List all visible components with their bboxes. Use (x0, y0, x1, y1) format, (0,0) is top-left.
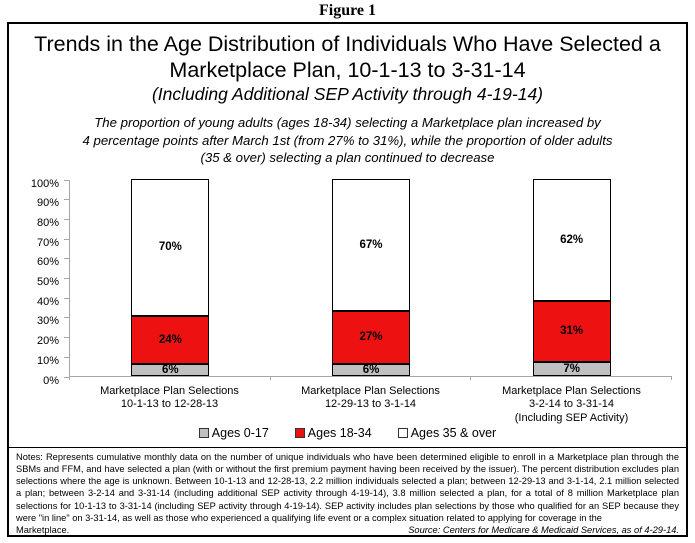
y-tick-mark (64, 297, 69, 299)
bar: 67% 27% 6% (332, 178, 410, 376)
bar-segment: 7% (532, 361, 611, 376)
bar-segment: 67% (332, 178, 410, 311)
y-tick-mark (64, 278, 69, 279)
bar-value-label: 24% (158, 334, 182, 347)
bar-segment: 31% (532, 300, 611, 362)
y-axis: 100% 90% 80% 70% 60% 50% 40% 30% 20% 10% 0% (9, 177, 59, 387)
x-tick-mark (269, 375, 271, 380)
chart-container: Trends in the Age Distribution of Indivi… (7, 22, 688, 537)
category-label-line: 10-1-13 to 12-28-13 (120, 398, 219, 410)
bar-segment: 62% (532, 178, 611, 301)
x-tick-mark (69, 375, 70, 380)
bar-segment: 6% (332, 364, 410, 376)
y-tick-mark (64, 179, 69, 181)
notes-text: Notes: Represents cumulative monthly dat… (16, 451, 679, 523)
chart-title: Trends in the Age Distribution of Indivi… (9, 24, 686, 106)
legend-label: Ages 0-17 (211, 425, 269, 440)
legend: Ages 0-17 Ages 18-34 Ages 35 & over (9, 424, 686, 442)
bar-value-label: 67% (359, 238, 383, 251)
legend-item: Ages 35 & over (397, 425, 497, 440)
y-tick-label: 90% (36, 197, 59, 210)
chart-description-line1: The proportion of young adults (ages 18-… (94, 115, 601, 130)
legend-swatch (397, 427, 408, 438)
chart-description-line2: 4 percentage points after March 1st (fro… (82, 132, 613, 148)
notes-divider (9, 446, 686, 448)
category-label-line: 3-2-14 to 3-31-14 (529, 398, 614, 410)
legend-label: Ages 35 & over (410, 425, 497, 440)
plot-area: 70% 24% 6% 67% 27% 6% 62% 31% 7% (64, 178, 672, 380)
y-tick-label: 80% (36, 216, 59, 229)
y-tick-label: 20% (36, 335, 59, 348)
bar-segment: 24% (131, 316, 210, 364)
legend-swatch (198, 427, 209, 438)
source-text: Source: Centers for Medicare & Medicaid … (408, 525, 679, 536)
category-label: Marketplace Plan Selections 12-29-13 to 3… (256, 385, 486, 412)
y-tick-label: 30% (36, 315, 59, 328)
bar: 62% 31% 7% (532, 178, 611, 376)
bar: 70% 24% 6% (131, 178, 210, 376)
stacked-bar-chart: 100% 90% 80% 70% 60% 50% 40% 30% 20% 10% 0% 70% 24%… (9, 176, 686, 424)
bar-value-label: 62% (560, 233, 584, 246)
x-axis-labels: Marketplace Plan Selections 10-1-13 to 12… (69, 385, 672, 424)
bar-value-label: 70% (158, 241, 182, 254)
y-tick-label: 0% (43, 374, 59, 387)
category-label-line: Marketplace Plan Selections (301, 384, 440, 397)
category-label-line: Marketplace Plan Selections (100, 384, 239, 397)
y-tick-mark (64, 376, 69, 378)
legend-item: Ages 0-17 (198, 425, 269, 440)
y-tick-label: 70% (36, 236, 59, 249)
bar-value-label: 6% (362, 363, 380, 376)
x-tick-mark (470, 375, 472, 380)
figure-label: Figure 1 (318, 2, 377, 19)
y-tick-label: 40% (36, 295, 59, 308)
notes-last-line: Marketplace. Source: Centers for Medicar… (9, 524, 686, 536)
bar-value-label: 27% (359, 331, 383, 344)
y-tick-label: 10% (36, 354, 59, 367)
chart-description: The proportion of young adults (ages 18-… (9, 114, 686, 167)
chart-title-subtitle: (Including Additional SEP Activity throu… (151, 84, 544, 104)
category-label-line: (Including SEP Activity) (514, 411, 629, 424)
y-tick-mark (64, 356, 69, 358)
bar-value-label: 6% (162, 363, 179, 376)
bar-value-label: 7% (563, 362, 580, 375)
category-label-line: Marketplace Plan Selections (502, 384, 641, 397)
legend-swatch (294, 427, 305, 438)
category-label: Marketplace Plan Selections 10-1-13 to 12… (55, 385, 285, 412)
category-label: Marketplace Plan Selections 3-2-14 to 3-3… (457, 385, 687, 426)
y-tick-mark (64, 238, 69, 240)
legend-item: Ages 18-34 (294, 425, 372, 440)
chart-title-line1: Trends in the Age Distribution of Indivi… (34, 32, 661, 56)
chart-description-line3: (35 & over) selecting a plan continued t… (200, 150, 495, 165)
notes-last-word: Marketplace. (16, 525, 70, 536)
bar-segment: 27% (332, 310, 410, 364)
category-label-line: 12-29-13 to 3-1-14 (324, 398, 417, 410)
y-tick-mark (64, 337, 69, 339)
bar-segment: 6% (131, 363, 210, 376)
y-tick-label: 100% (30, 177, 59, 190)
y-tick-mark (64, 199, 69, 201)
y-tick-label: 50% (36, 276, 59, 288)
bar-value-label: 31% (560, 325, 584, 338)
y-tick-mark (64, 317, 69, 319)
y-tick-label: 60% (36, 256, 59, 269)
chart-title-line2: Marketplace Plan, 10-1-13 to 3-31-14 (169, 58, 526, 82)
y-tick-mark (64, 258, 69, 260)
legend-label: Ages 18-34 (307, 425, 372, 440)
bar-segment: 70% (131, 178, 210, 317)
x-tick-mark (671, 375, 672, 380)
y-tick-mark (64, 218, 69, 220)
